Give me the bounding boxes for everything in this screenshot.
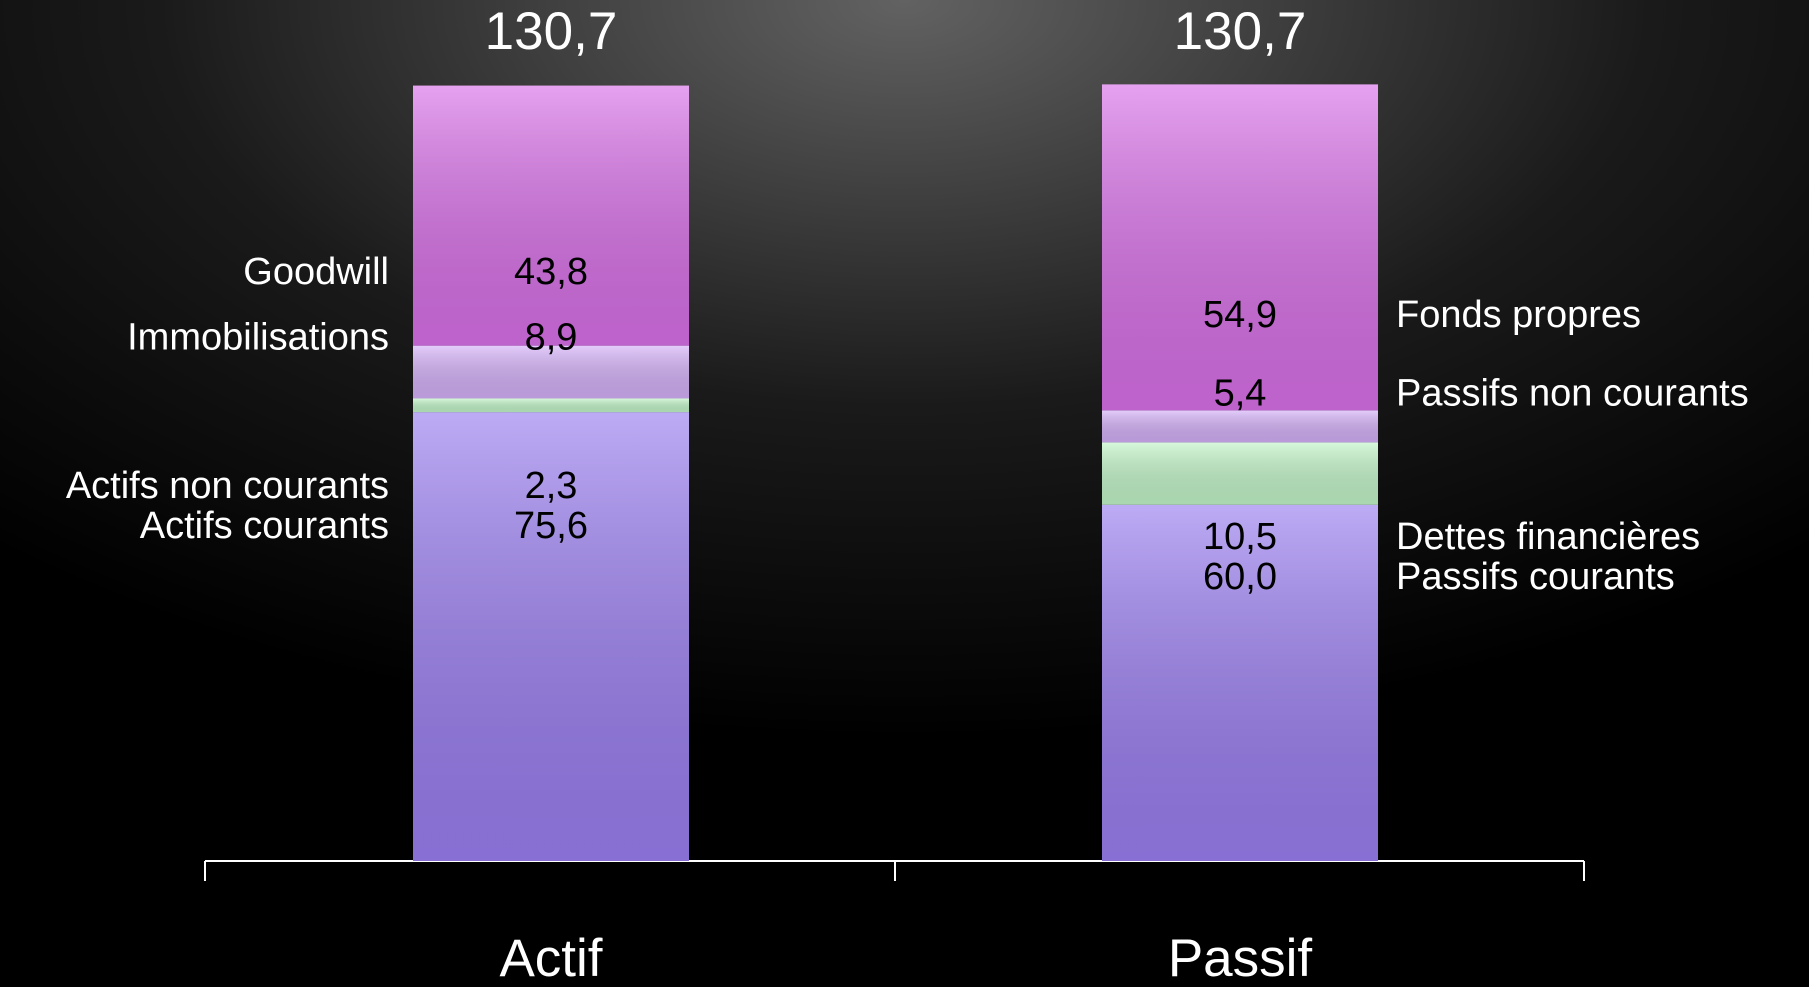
segment-label: Passifs non courants xyxy=(1396,372,1749,414)
segment-shading xyxy=(413,345,689,399)
value-label: 10,5 xyxy=(1203,516,1277,558)
value-label: 60,0 xyxy=(1203,556,1277,598)
segment-label: Fonds propres xyxy=(1396,294,1641,336)
value-label: 75,6 xyxy=(514,505,588,547)
segment-label: Actifs non courants xyxy=(66,465,389,507)
segment-label: Actifs courants xyxy=(140,505,389,547)
total-label: 130,7 xyxy=(485,2,618,61)
value-label: 43,8 xyxy=(514,251,588,293)
segment-label: Passifs courants xyxy=(1396,556,1675,598)
value-label: 54,9 xyxy=(1203,294,1277,336)
segment-label: Goodwill xyxy=(243,251,389,293)
segment-label: Immobilisations xyxy=(127,317,389,359)
value-label: 8,9 xyxy=(525,317,578,359)
value-label: 5,4 xyxy=(1214,372,1267,414)
total-label: 130,7 xyxy=(1174,2,1307,61)
segment-shading xyxy=(1102,410,1378,443)
segment-shading xyxy=(413,398,689,413)
segment-shading xyxy=(1102,442,1378,505)
segment-label: Dettes financières xyxy=(1396,516,1700,558)
category-label: Actif xyxy=(499,929,602,987)
value-label: 2,3 xyxy=(525,465,578,507)
segment-shading xyxy=(413,85,689,346)
segment-shading xyxy=(1102,84,1378,411)
segment-shading xyxy=(413,412,689,861)
category-label: Passif xyxy=(1168,929,1313,987)
segment-shading xyxy=(1102,504,1378,861)
